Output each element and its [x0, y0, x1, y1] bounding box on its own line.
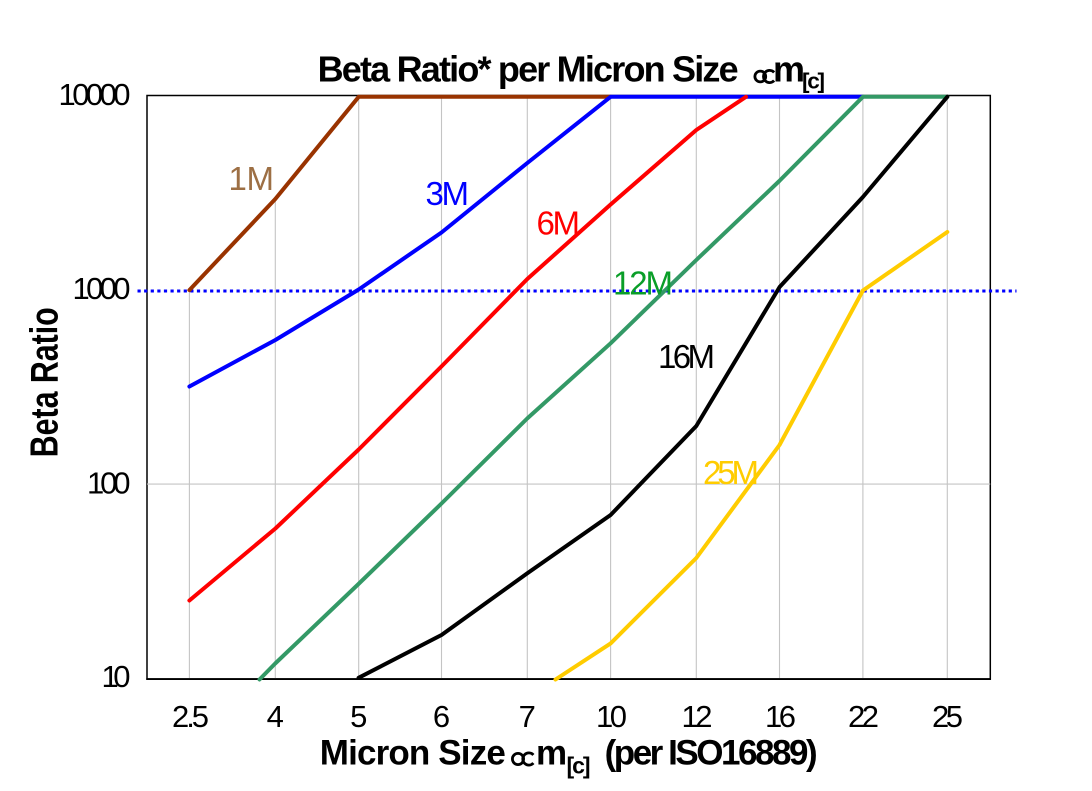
svg-text:2.5: 2.5	[172, 699, 209, 734]
svg-text:10000: 10000	[59, 77, 131, 112]
svg-text:16M: 16M	[658, 338, 715, 375]
svg-text:3M: 3M	[426, 175, 470, 212]
svg-text:6: 6	[433, 699, 450, 734]
svg-text:100: 100	[87, 466, 131, 501]
svg-text:[c]: [c]	[567, 753, 591, 779]
svg-text:6M: 6M	[537, 205, 581, 242]
svg-text:10: 10	[596, 699, 627, 734]
svg-text:1000: 1000	[73, 271, 131, 306]
svg-text:[c]: [c]	[802, 69, 825, 94]
svg-text:10: 10	[102, 659, 131, 694]
svg-text:m: m	[773, 49, 805, 90]
svg-text:25M: 25M	[703, 454, 759, 491]
svg-text:12: 12	[682, 699, 713, 734]
svg-text:4: 4	[267, 699, 284, 734]
svg-text:7: 7	[519, 699, 536, 734]
svg-text:Beta Ratio* per Micron Size: Beta Ratio* per Micron Size	[318, 49, 739, 90]
svg-text:12M: 12M	[613, 265, 673, 302]
svg-text:25: 25	[932, 699, 963, 734]
svg-text:1M: 1M	[229, 160, 275, 197]
svg-text:16: 16	[765, 699, 796, 734]
svg-text:(per ISO16889): (per ISO16889)	[605, 734, 818, 773]
svg-text:22: 22	[848, 699, 879, 734]
svg-text:m: m	[536, 734, 567, 773]
svg-text:Micron Size: Micron Size	[320, 734, 506, 773]
svg-text:Beta Ratio: Beta Ratio	[24, 307, 67, 457]
svg-text:5: 5	[350, 699, 367, 734]
